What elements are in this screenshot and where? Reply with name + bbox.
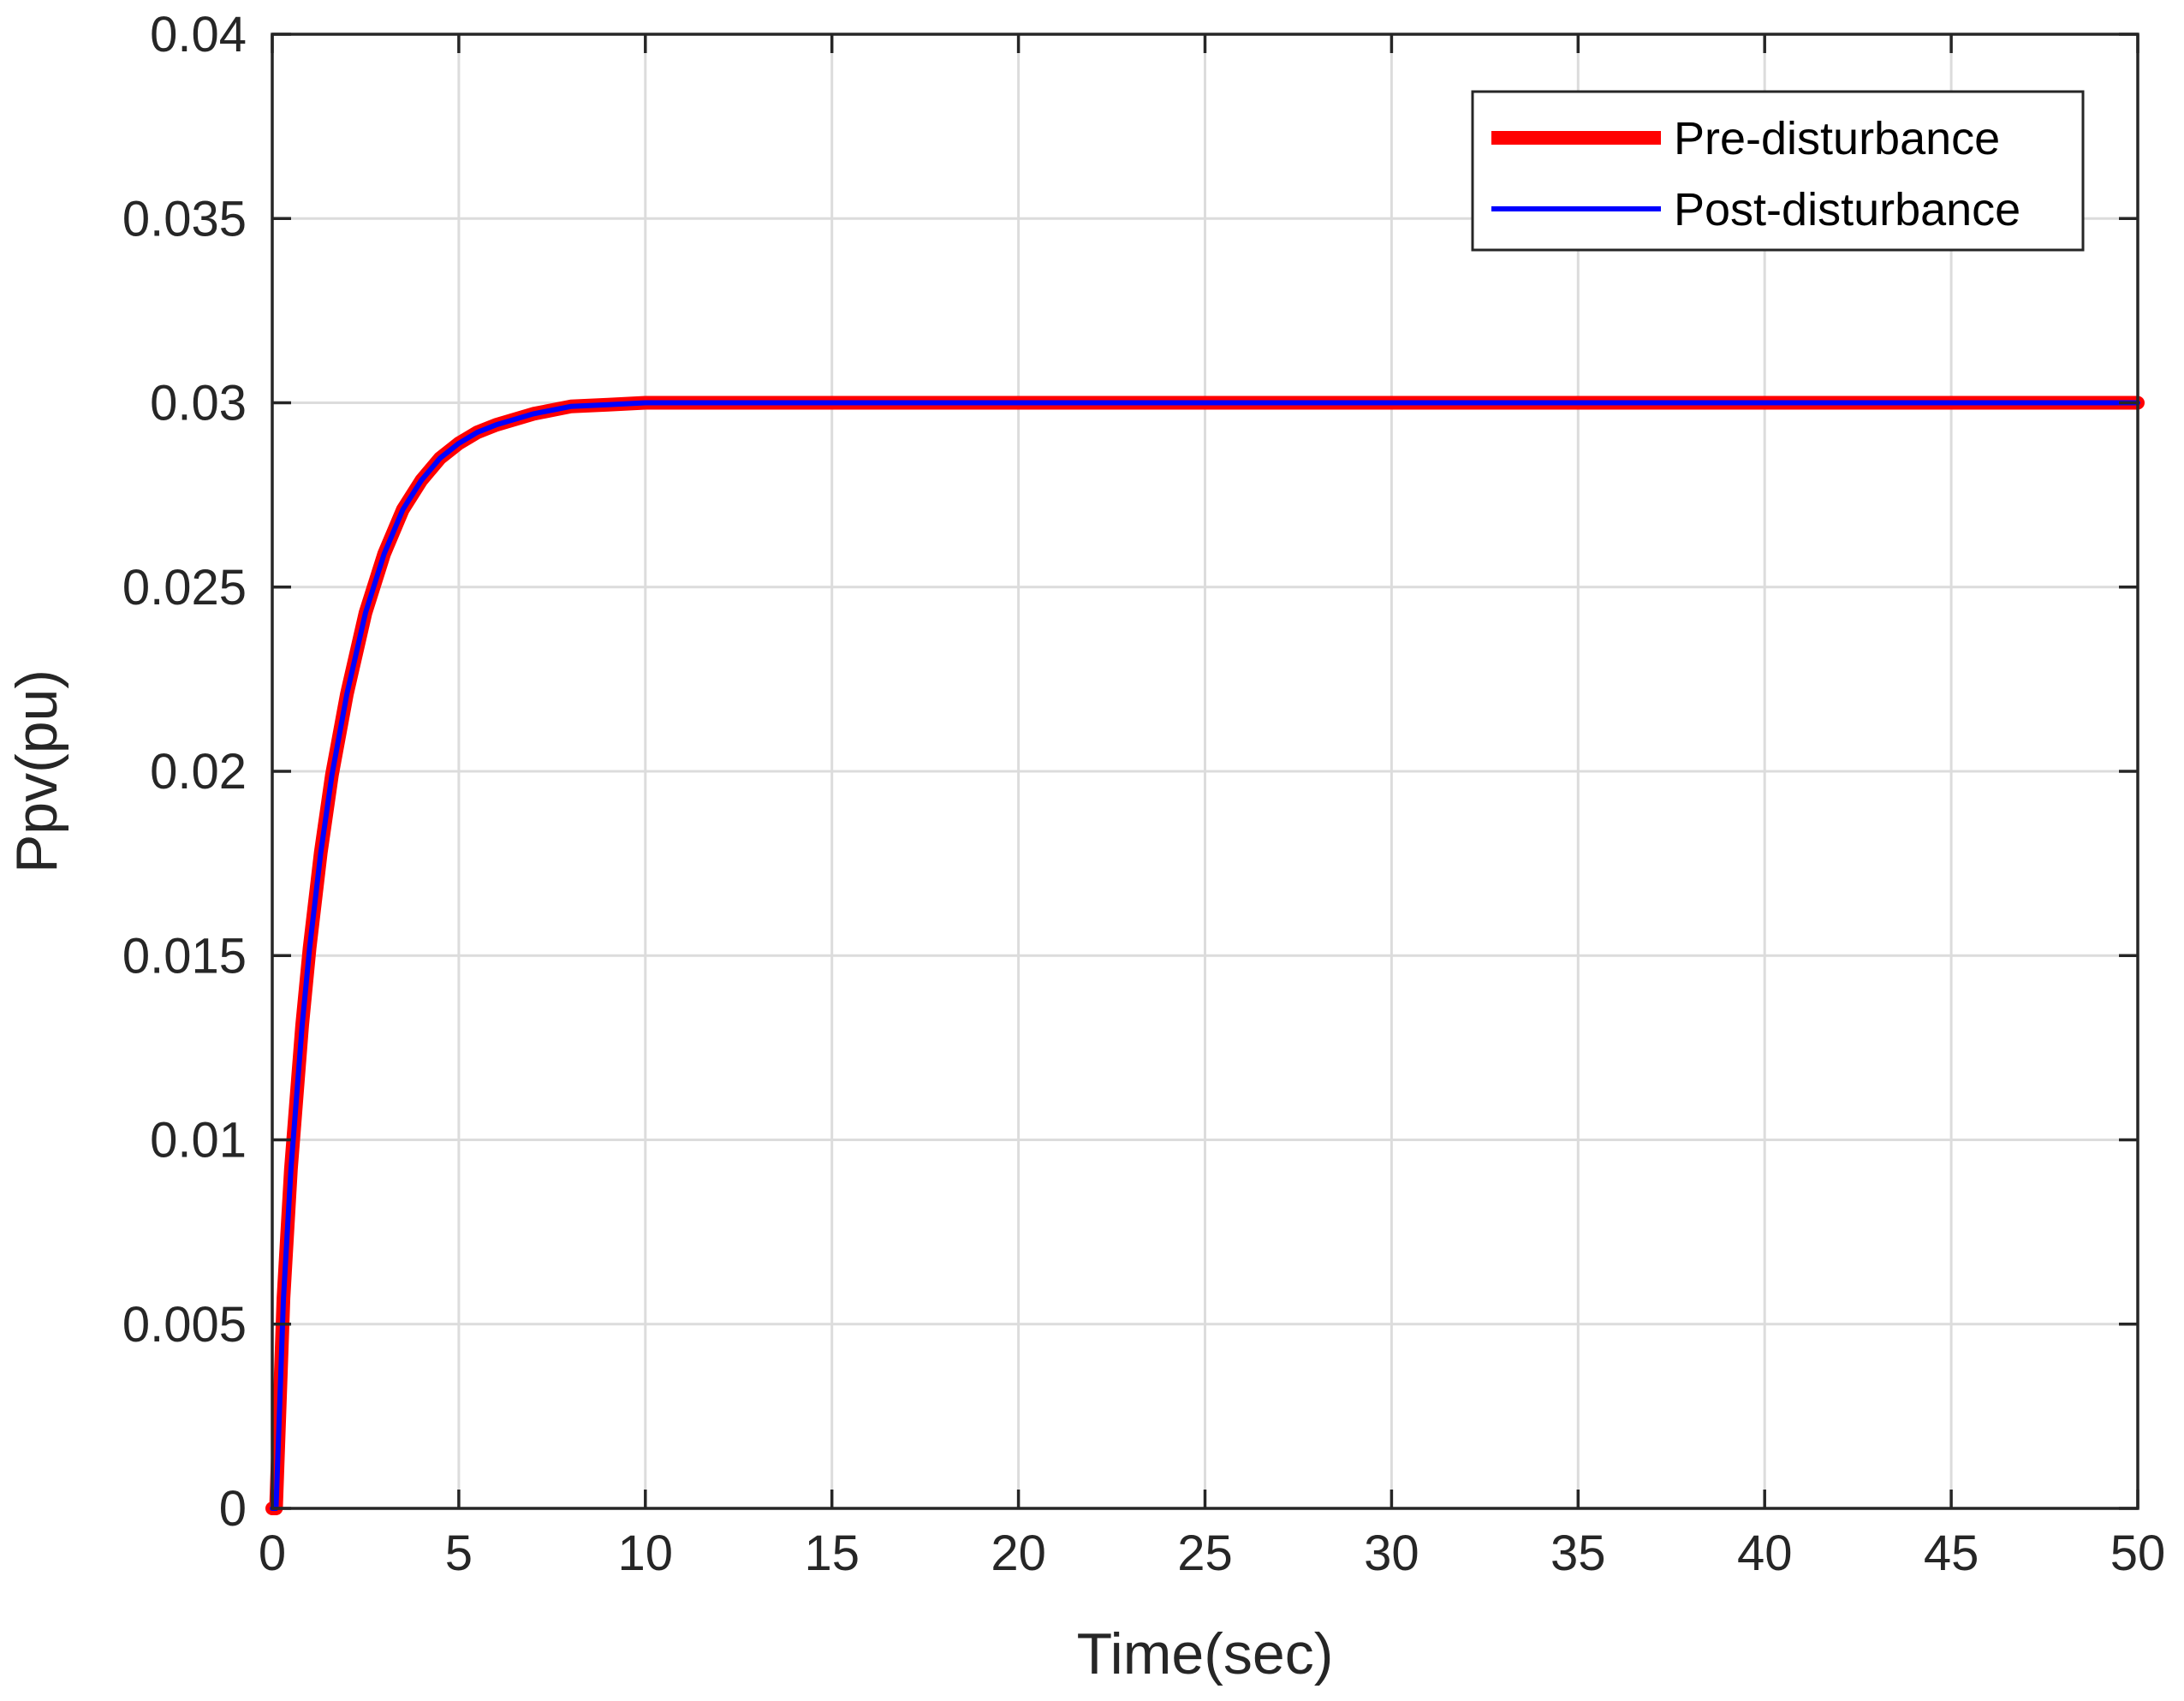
x-tick-labels: 0 5 10 15 20 25 30 35 40 45 50	[259, 1526, 2165, 1581]
x-tick-label: 25	[1177, 1526, 1233, 1581]
y-tick-labels: 0 0.005 0.01 0.015 0.02 0.025 0.03 0.035 0.04	[122, 7, 247, 1537]
x-tick-label: 35	[1550, 1526, 1606, 1581]
legend: Pre-disturbance Post-disturbance	[1471, 90, 2085, 252]
x-tick-label: 15	[804, 1526, 860, 1581]
x-tick-label: 10	[618, 1526, 674, 1581]
y-axis-label: Ppv(pu)	[4, 669, 69, 873]
legend-label-pre-disturbance: Pre-disturbance	[1674, 113, 2000, 164]
x-tick-label: 0	[259, 1526, 286, 1581]
x-tick-label: 5	[445, 1526, 473, 1581]
y-tick-label: 0.005	[122, 1297, 247, 1353]
y-tick-label: 0.02	[150, 744, 247, 800]
y-tick-label: 0.025	[122, 560, 247, 616]
y-tick-label: 0.03	[150, 376, 247, 431]
series-layer	[265, 396, 2145, 1515]
legend-label-post-disturbance: Post-disturbance	[1674, 184, 2020, 235]
x-axis-label: Time(sec)	[1077, 1621, 1334, 1686]
x-tick-label: 45	[1924, 1526, 1979, 1581]
series-line-post-disturbance	[270, 400, 2140, 1511]
y-tick-label: 0.04	[150, 7, 247, 62]
legend-box	[1471, 90, 2085, 252]
x-tick-label: 30	[1364, 1526, 1419, 1581]
x-tick-label: 40	[1737, 1526, 1793, 1581]
x-tick-label: 50	[2110, 1526, 2166, 1581]
y-tick-label: 0.015	[122, 928, 247, 984]
tick-marks	[271, 33, 2139, 1510]
x-tick-label: 20	[991, 1526, 1046, 1581]
y-tick-label: 0	[219, 1481, 247, 1537]
y-tick-label: 0.01	[150, 1113, 247, 1169]
y-tick-label: 0.035	[122, 191, 247, 247]
